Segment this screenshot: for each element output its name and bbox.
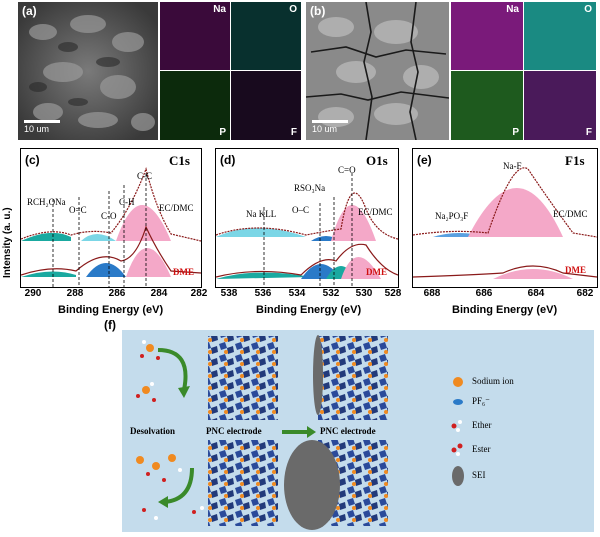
scale-bar-a-label: 10 um <box>24 124 50 134</box>
tick-e-0: 688 <box>423 288 441 299</box>
map-b-f-label: F <box>585 127 592 138</box>
scale-bar-b: 10 um <box>312 120 348 134</box>
peak-label-c-o: C-O <box>101 211 117 221</box>
x-axis-label-d: Binding Energy (eV) <box>256 304 362 316</box>
map-a-na-label: Na <box>213 4 226 15</box>
schematic-drawing <box>136 335 464 530</box>
map-b-p: P <box>451 71 523 140</box>
xps-plot-e <box>413 167 597 279</box>
solvated-cluster-bottom <box>136 454 204 520</box>
xps-plot-c <box>21 166 201 287</box>
legend-pf6-icon <box>453 399 463 405</box>
peak-label-o-c: O–C <box>292 205 310 215</box>
map-b-f: F <box>524 71 596 140</box>
peak-label-rch2ona: RCH₂ONa <box>27 197 66 207</box>
panel-d-letter: (d) <box>220 153 236 167</box>
label-electrode-right: PNC electrode <box>320 426 376 436</box>
legend-pf6-label: PF₆⁻ <box>472 396 490 406</box>
peak-label-na-kll: Na KLL <box>246 209 277 219</box>
peak-label-na2po3f: Na₂PO₃F <box>435 211 469 221</box>
label-ec-dmc-e: EC/DMC <box>553 209 588 219</box>
solvated-cluster-top <box>136 340 160 402</box>
panel-b-letter: (b) <box>310 4 326 18</box>
xps-panel-e: (e) F1s Na₂PO₃F Na-F EC/DMC DME <box>412 148 598 288</box>
xps-plot-d <box>216 173 398 287</box>
tick-c-0: 290 <box>24 288 42 299</box>
sei-thin <box>313 335 323 415</box>
sem-texture-a <box>18 2 158 140</box>
tick-e-1: 686 <box>475 288 493 299</box>
peak-label-c-o-double: C=O <box>338 165 356 175</box>
legend-ether-icon <box>451 420 462 432</box>
panel-c-letter: (c) <box>25 153 40 167</box>
sem-texture-b <box>306 2 449 140</box>
panel-c-title: C1s <box>169 153 190 168</box>
tick-d-4: 530 <box>355 288 373 299</box>
map-a-p: P <box>160 71 230 140</box>
legend-ether-label: Ether <box>472 420 492 430</box>
map-b-o: O <box>524 2 596 70</box>
panel-a-letter: (a) <box>22 4 37 18</box>
label-electrode-left: PNC electrode <box>206 426 262 436</box>
peak-label-o-c: O=C <box>69 205 87 215</box>
x-axis-label-e: Binding Energy (eV) <box>452 304 558 316</box>
panel-e-letter: (e) <box>417 153 432 167</box>
map-a-o: O <box>231 2 301 70</box>
scale-bar-a: 10 um <box>24 120 60 134</box>
pnc-electrode-left-top <box>208 336 278 420</box>
panel-f-letter: (f) <box>104 318 116 332</box>
tick-d-3: 532 <box>322 288 340 299</box>
sem-image-a: (a) 10 um <box>18 2 158 140</box>
peak-label-c-h: C-H <box>119 197 135 207</box>
legend-ester-icon <box>451 443 463 456</box>
xps-panel-c: (c) C1s RCH₂ONa O=C C-O C-H C-C EC/DMC D… <box>20 148 202 288</box>
map-a-na: Na <box>160 2 230 70</box>
xps-panel-d: (d) O1s Na KLL O–C RSO₃Na C=O EC/DMC DME <box>215 148 399 288</box>
peak-label-na-f: Na-F <box>503 161 522 171</box>
tick-d-5: 528 <box>384 288 402 299</box>
tick-d-0: 538 <box>220 288 238 299</box>
tick-e-2: 684 <box>527 288 545 299</box>
pnc-electrode-left-bottom <box>208 440 278 526</box>
legend-ester-label: Ester <box>472 444 491 454</box>
map-a-o-label: O <box>289 4 297 15</box>
pnc-electrode-right-top <box>318 336 388 420</box>
desolvation-arrow-top <box>157 348 188 391</box>
legend-sei-label: SEI <box>472 470 486 480</box>
label-dme-d: DME <box>366 267 387 277</box>
map-b-na: Na <box>451 2 523 70</box>
legend-sodium-icon <box>453 377 463 387</box>
tick-d-1: 536 <box>254 288 272 299</box>
scale-bar-b-label: 10 um <box>312 124 338 134</box>
peak-label-c-c: C-C <box>137 171 153 181</box>
label-dme-e: DME <box>565 265 586 275</box>
tick-c-3: 284 <box>150 288 168 299</box>
y-axis-label-c: Intensity (a. u.) <box>2 207 13 278</box>
peak-label-rso3na: RSO₃Na <box>294 183 326 193</box>
x-axis-label-c: Binding Energy (eV) <box>58 304 164 316</box>
panel-e-title: F1s <box>565 153 585 168</box>
label-dme-c: DME <box>173 267 194 277</box>
desolvation-arrow-bottom <box>163 467 194 504</box>
panel-d-title: O1s <box>366 153 388 168</box>
map-a-p-label: P <box>219 127 226 138</box>
map-b-na-label: Na <box>506 4 519 15</box>
sem-image-b: (b) 10 um <box>306 2 449 140</box>
tick-c-4: 282 <box>190 288 208 299</box>
tick-c-2: 286 <box>108 288 126 299</box>
legend-sei-icon <box>452 466 464 486</box>
map-b-p-label: P <box>512 127 519 138</box>
map-a-f-label: F <box>290 127 297 138</box>
sei-thick <box>284 440 340 530</box>
tick-e-3: 682 <box>576 288 594 299</box>
label-desolvation: Desolvation <box>130 426 175 436</box>
schematic-panel-f: Desolvation PNC electrode PNC electrode … <box>122 330 594 532</box>
tick-c-1: 288 <box>66 288 84 299</box>
label-ec-dmc-c: EC/DMC <box>159 203 194 213</box>
tick-d-2: 534 <box>288 288 306 299</box>
legend-sodium-label: Sodium ion <box>472 376 514 386</box>
map-a-f: F <box>231 71 301 140</box>
map-b-o-label: O <box>584 4 592 15</box>
label-ec-dmc-d: EC/DMC <box>358 207 393 217</box>
